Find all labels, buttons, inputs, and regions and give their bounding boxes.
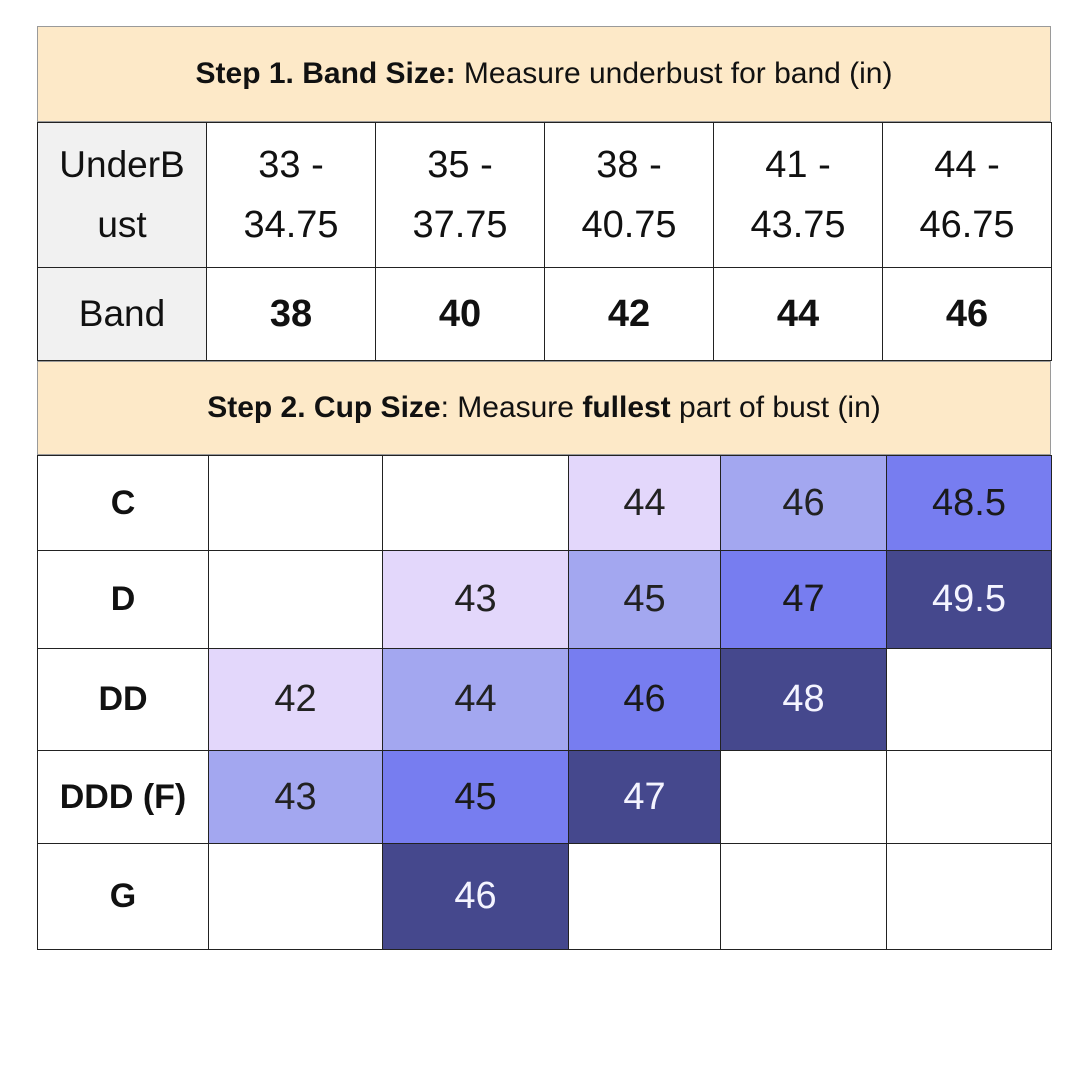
cup-cell	[720, 750, 887, 844]
cup-cell: 48.5	[886, 455, 1052, 551]
underbust-label: UnderB ust	[37, 122, 207, 268]
cup-cell	[208, 843, 383, 950]
cup-row-c: C 44 46 48.5	[37, 455, 1052, 551]
step2-instruction-end: part of bust (in)	[670, 391, 881, 424]
cup-cell: 46	[720, 455, 887, 551]
cup-cell	[886, 843, 1052, 950]
cup-cell	[886, 750, 1052, 844]
cup-cell: 44	[568, 455, 721, 551]
cup-cell	[382, 455, 569, 551]
step1-header: Step 1. Band Size: Measure underbust for…	[37, 26, 1051, 122]
cup-row-g: G 46	[37, 843, 1052, 950]
underbust-range: 35 - 37.75	[375, 122, 545, 268]
cup-label: C	[37, 455, 209, 551]
cup-size-table: C 44 46 48.5 D 43 45 47 49.5 DD 42 44 46…	[37, 455, 1052, 950]
step1-instruction: Measure underbust for band (in)	[455, 57, 893, 90]
cup-cell: 45	[568, 550, 721, 649]
cup-row-ddd-f: DDD (F) 43 45 47	[37, 750, 1052, 844]
band-size: 42	[544, 267, 714, 361]
cup-cell: 47	[568, 750, 721, 844]
cup-label: DD	[37, 648, 209, 751]
cup-cell: 45	[382, 750, 569, 844]
underbust-range: 38 - 40.75	[544, 122, 714, 268]
band-label: Band	[37, 267, 207, 361]
cup-row-dd: DD 42 44 46 48	[37, 648, 1052, 751]
underbust-range: 33 - 34.75	[206, 122, 376, 268]
cup-label: DDD (F)	[37, 750, 209, 844]
bra-size-chart: Step 1. Band Size: Measure underbust for…	[37, 26, 1052, 950]
step2-instruction: : Measure	[440, 391, 583, 424]
cup-cell: 46	[382, 843, 569, 950]
underbust-row: UnderB ust 33 - 34.75 35 - 37.75 38 - 40…	[37, 122, 1052, 268]
underbust-range: 44 - 46.75	[882, 122, 1052, 268]
cup-cell	[208, 550, 383, 649]
cup-cell: 44	[382, 648, 569, 751]
cup-cell	[208, 455, 383, 551]
cup-cell: 49.5	[886, 550, 1052, 649]
cup-cell	[720, 843, 887, 950]
band-size: 46	[882, 267, 1052, 361]
cup-cell: 43	[208, 750, 383, 844]
cup-cell: 46	[568, 648, 721, 751]
cup-cell: 47	[720, 550, 887, 649]
band-row: Band 38 40 42 44 46	[37, 267, 1052, 361]
cup-cell: 48	[720, 648, 887, 751]
cup-cell	[886, 648, 1052, 751]
step2-header: Step 2. Cup Size: Measure fullest part o…	[37, 361, 1051, 455]
band-size: 38	[206, 267, 376, 361]
underbust-range: 41 - 43.75	[713, 122, 883, 268]
cup-label: G	[37, 843, 209, 950]
cup-cell: 43	[382, 550, 569, 649]
cup-label: D	[37, 550, 209, 649]
cup-cell: 42	[208, 648, 383, 751]
band-size: 40	[375, 267, 545, 361]
step1-title: Step 1. Band Size:	[195, 57, 456, 90]
step2-emphasis: fullest	[582, 391, 671, 424]
cup-cell	[568, 843, 721, 950]
band-size: 44	[713, 267, 883, 361]
band-size-table: UnderB ust 33 - 34.75 35 - 37.75 38 - 40…	[37, 122, 1052, 361]
step2-title: Step 2. Cup Size	[207, 391, 441, 424]
cup-row-d: D 43 45 47 49.5	[37, 550, 1052, 649]
